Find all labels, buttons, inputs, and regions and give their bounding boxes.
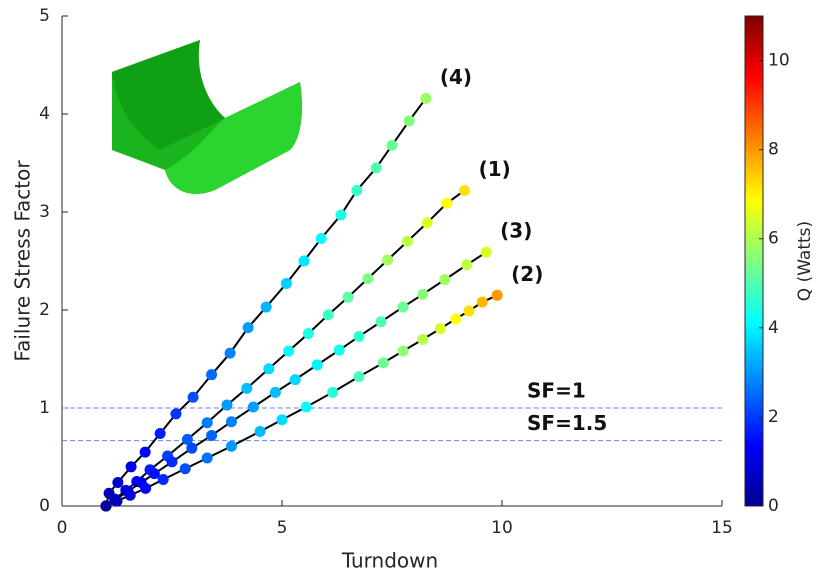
- marker: [477, 297, 488, 308]
- marker: [206, 430, 217, 441]
- y-tick-label: 3: [39, 202, 50, 222]
- chart: Turndown Failure Stress Factor Q (Watts)…: [0, 0, 821, 577]
- marker: [464, 305, 475, 316]
- x-tick-label: 0: [57, 518, 68, 538]
- marker: [335, 209, 346, 220]
- colorbar-tick-label: 4: [768, 318, 779, 338]
- x-tick-label: 10: [491, 518, 513, 538]
- marker: [263, 363, 274, 374]
- marker: [303, 328, 314, 339]
- colorbar-tick-label: 0: [768, 496, 779, 516]
- marker: [206, 369, 217, 380]
- marker: [376, 316, 387, 327]
- x-axis-label: Turndown: [341, 549, 438, 573]
- reference-label: SF=1.5: [527, 411, 607, 435]
- marker: [281, 278, 292, 289]
- marker: [435, 323, 446, 334]
- y-tick-label: 2: [39, 300, 50, 320]
- marker: [323, 309, 334, 320]
- marker: [354, 331, 365, 342]
- marker: [125, 490, 136, 501]
- marker: [112, 477, 123, 488]
- marker: [158, 474, 169, 485]
- marker: [398, 302, 409, 313]
- marker: [362, 273, 373, 284]
- marker: [450, 313, 461, 324]
- marker: [402, 236, 413, 247]
- marker: [378, 357, 389, 368]
- marker: [316, 233, 327, 244]
- marker: [404, 115, 415, 126]
- marker: [283, 346, 294, 357]
- marker: [398, 346, 409, 357]
- y-axis-label: Failure Stress Factor: [11, 160, 35, 362]
- marker: [334, 345, 345, 356]
- marker: [112, 496, 123, 507]
- marker: [180, 463, 191, 474]
- marker: [459, 185, 470, 196]
- marker: [170, 408, 181, 419]
- marker: [439, 274, 450, 285]
- marker: [140, 483, 151, 494]
- marker: [420, 93, 431, 104]
- x-tick-label: 5: [277, 518, 288, 538]
- marker: [226, 416, 237, 427]
- marker: [492, 290, 503, 301]
- marker: [417, 334, 428, 345]
- y-tick-label: 1: [39, 398, 50, 418]
- series-label: (4): [440, 65, 472, 89]
- marker: [461, 259, 472, 270]
- series-label: (3): [500, 219, 532, 243]
- marker: [481, 247, 492, 258]
- marker: [312, 359, 323, 370]
- marker: [299, 256, 310, 267]
- marker: [167, 456, 178, 467]
- series-label: (2): [511, 262, 543, 286]
- colorbar-label: Q (Watts): [795, 221, 815, 301]
- marker: [241, 383, 252, 394]
- marker: [301, 402, 312, 413]
- marker: [126, 461, 137, 472]
- colorbar-tick-label: 10: [768, 51, 790, 71]
- x-tick-label: 15: [711, 518, 733, 538]
- marker: [422, 217, 433, 228]
- marker: [382, 255, 393, 266]
- marker: [226, 441, 237, 452]
- marker: [255, 426, 266, 437]
- colorbar-tick-label: 8: [768, 140, 779, 160]
- shape-icon: [112, 40, 302, 194]
- marker: [261, 302, 272, 313]
- marker: [277, 414, 288, 425]
- marker: [202, 417, 213, 428]
- marker: [101, 501, 112, 512]
- reference-label: SF=1: [527, 379, 586, 403]
- marker: [222, 400, 233, 411]
- colorbar-tick-label: 6: [768, 229, 779, 249]
- marker: [270, 387, 281, 398]
- colorbar-tick-label: 2: [768, 407, 779, 427]
- marker: [248, 402, 259, 413]
- marker: [202, 452, 213, 463]
- series-label: (1): [479, 157, 511, 181]
- marker: [140, 447, 151, 458]
- marker: [354, 371, 365, 382]
- marker: [343, 292, 354, 303]
- marker: [186, 443, 197, 454]
- marker: [417, 289, 428, 300]
- marker: [371, 162, 382, 173]
- marker: [188, 392, 199, 403]
- marker: [442, 198, 453, 209]
- marker: [225, 348, 236, 359]
- marker: [327, 387, 338, 398]
- marker: [155, 428, 166, 439]
- y-tick-label: 0: [39, 496, 50, 516]
- marker: [351, 185, 362, 196]
- y-tick-label: 5: [39, 6, 50, 26]
- marker: [290, 374, 301, 385]
- y-tick-label: 4: [39, 104, 50, 124]
- marker: [243, 322, 254, 333]
- marker: [387, 140, 398, 151]
- colorbar: [745, 16, 763, 506]
